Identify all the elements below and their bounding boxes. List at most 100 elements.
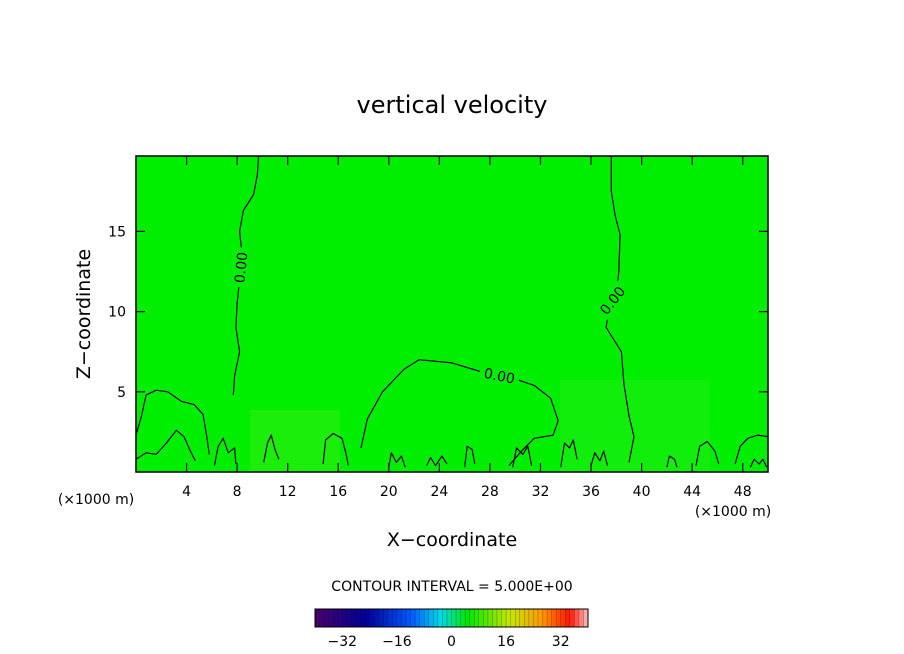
contour-line [560,439,578,468]
contour-label-bg [478,363,521,388]
colorbar-segment [510,609,516,627]
contour-interval-label: CONTOUR INTERVAL = 5.000E+00 [331,579,572,595]
colorbar-segment [406,609,412,627]
colorbar-segment [565,609,571,627]
x-tick-label: 28 [481,484,499,500]
contour-line [263,434,280,463]
x-tick-label: 20 [380,484,398,500]
colorbar-segment [392,609,398,627]
contour-line [135,429,196,462]
x-tick-label: 16 [329,484,347,500]
colorbar-segment [442,609,448,627]
contour-label: 0.00 [232,251,251,284]
contour-label-bg [230,246,251,289]
colorbar-segment [333,609,339,627]
colorbar-segment [437,609,443,627]
colorbar-segment [315,609,321,627]
contour-lines: 0.000.000.00 [135,155,769,468]
colorbar-segment [560,609,566,627]
colorbar-segment [328,609,334,627]
colorbar-segment [547,609,553,627]
colorbar-segment [537,609,543,627]
colorbar-segment [351,609,357,627]
contour-line [213,437,237,466]
colorbar-segment [383,609,389,627]
contour-line [426,455,448,467]
colorbar-segment [369,609,375,627]
colorbar-segment [387,609,393,627]
colorbar-segment [501,609,507,627]
colorbar-segment [506,609,512,627]
x-unit-label: (×1000 m) [695,504,771,520]
colorbar-segment [487,609,493,627]
plot-frame [135,155,769,473]
y-tick-label: 15 [108,224,126,240]
colorbar-segment [551,609,557,627]
colorbar-segment [342,609,348,627]
colorbar-segment [474,609,480,627]
colorbar-segment [478,609,484,627]
contour-line [388,452,406,468]
contour-label-bg [593,279,632,322]
colorbar-segment [483,609,489,627]
x-tick-label: 36 [582,484,600,500]
x-tick-label: 32 [532,484,550,500]
y-unit-label: (×1000 m) [58,492,134,508]
contour-line [749,458,768,468]
colorbar-segment [396,609,402,627]
colorbar-segment [433,609,439,627]
colorbar-segment [460,609,466,627]
colorbar-segment [469,609,475,627]
contour-line [322,432,349,466]
contour-line [734,434,769,465]
x-axis-label: X−coordinate [387,529,517,551]
colorbar-segment [519,609,525,627]
colorbar: −32 −16 0 16 32 [314,608,589,650]
low-velocity-patch [560,380,710,472]
x-tick-label: 12 [279,484,297,500]
y-tick-label: 5 [117,385,126,401]
chart-title: vertical velocity [357,91,548,119]
colorbar-segment [578,609,584,627]
colorbar-segment [497,609,503,627]
colorbar-segment [492,609,498,627]
colorbar-segment [419,609,425,627]
colorbar-segment [583,609,589,627]
colorbar-segment [556,609,562,627]
contour-line [695,440,720,466]
colorbar-segment [355,609,361,627]
contour-label: 0.00 [482,366,516,388]
y-axis-label: Z−coordinate [73,249,95,379]
contour-line [512,445,533,468]
colorbar-segment [410,609,416,627]
colorbar-segment [528,609,534,627]
colorbar-tick-label: 32 [552,634,570,650]
colorbar-segment [401,609,407,627]
colorbar-segment [378,609,384,627]
contour-line [464,445,476,468]
y-tick-label: 10 [108,305,126,321]
colorbar-segment [346,609,352,627]
x-tick-label: 4 [182,484,191,500]
colorbar-segment [374,609,380,627]
colorbar-tick-label: 16 [497,634,515,650]
colorbar-segment [424,609,430,627]
colorbar-segment [365,609,371,627]
x-tick-label: 44 [683,484,701,500]
colorbar-segment [337,609,343,627]
colorbar-segment [415,609,421,627]
colorbar-frame [314,608,589,628]
contour-line [590,450,609,466]
contour-line [135,389,210,455]
velocity-field [136,156,768,472]
colorbar-segment [542,609,548,627]
colorbar-tick-label: 0 [447,634,456,650]
colorbar-segment [524,609,530,627]
colorbar-segment [569,609,575,627]
x-tick-label: 8 [233,484,242,500]
x-tick-label: 24 [430,484,448,500]
colorbar-segment [360,609,366,627]
